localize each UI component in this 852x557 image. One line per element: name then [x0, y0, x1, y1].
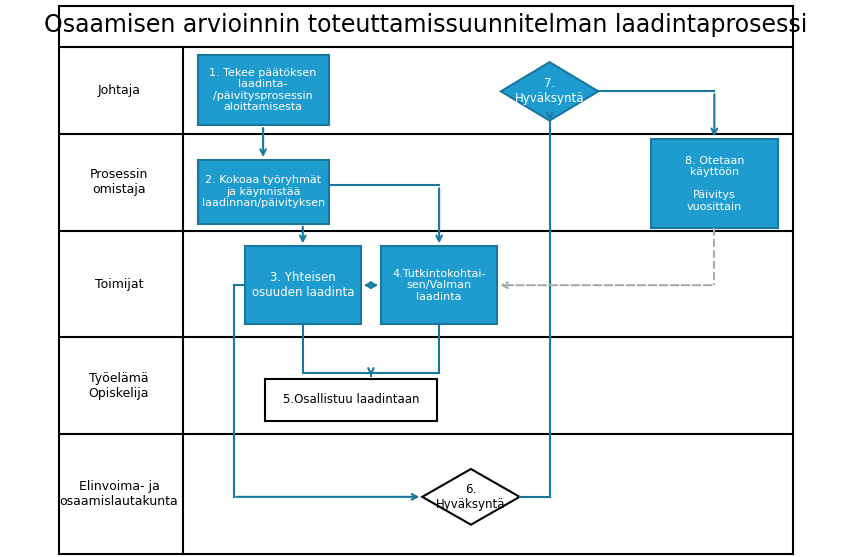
- Text: Prosessin
omistaja: Prosessin omistaja: [89, 168, 148, 197]
- Text: 1. Tekee päätöksen
laadinta-
/päivitysprosessin
aloittamisesta: 1. Tekee päätöksen laadinta- /päivityspr…: [210, 67, 317, 113]
- FancyBboxPatch shape: [245, 246, 361, 324]
- Text: 5.Osallistuu laadintaan: 5.Osallistuu laadintaan: [283, 393, 419, 406]
- Text: Työelämä
Opiskelija: Työelämä Opiskelija: [89, 372, 149, 400]
- Text: 4.Tutkintokohtai-
sen/Valman
laadinta: 4.Tutkintokohtai- sen/Valman laadinta: [393, 268, 486, 302]
- Text: Johtaja: Johtaja: [97, 84, 141, 97]
- FancyBboxPatch shape: [198, 55, 329, 125]
- FancyBboxPatch shape: [198, 160, 329, 224]
- Text: Toimijat: Toimijat: [95, 277, 143, 291]
- Text: 7.
Hyväksyntä: 7. Hyväksyntä: [515, 77, 584, 105]
- Text: 3. Yhteisen
osuuden laadinta: 3. Yhteisen osuuden laadinta: [251, 271, 354, 299]
- Text: Elinvoima- ja
osaamislautakunta: Elinvoima- ja osaamislautakunta: [60, 480, 178, 509]
- Polygon shape: [423, 469, 520, 525]
- Text: Osaamisen arvioinnin toteuttamissuunnitelman laadintaprosessi: Osaamisen arvioinnin toteuttamissuunnite…: [44, 13, 808, 37]
- Polygon shape: [501, 62, 598, 121]
- FancyBboxPatch shape: [59, 6, 793, 554]
- FancyBboxPatch shape: [651, 139, 778, 228]
- Text: 6.
Hyväksyntä: 6. Hyväksyntä: [436, 483, 506, 511]
- Text: 2. Kokoaa työryhmät
ja käynnistää
laadinnan/päivityksen: 2. Kokoaa työryhmät ja käynnistää laadin…: [202, 175, 325, 208]
- Text: 8. Otetaan
käyttöön

Päivitys
vuosittain: 8. Otetaan käyttöön Päivitys vuosittain: [685, 155, 744, 212]
- FancyBboxPatch shape: [265, 379, 437, 421]
- FancyBboxPatch shape: [381, 246, 498, 324]
